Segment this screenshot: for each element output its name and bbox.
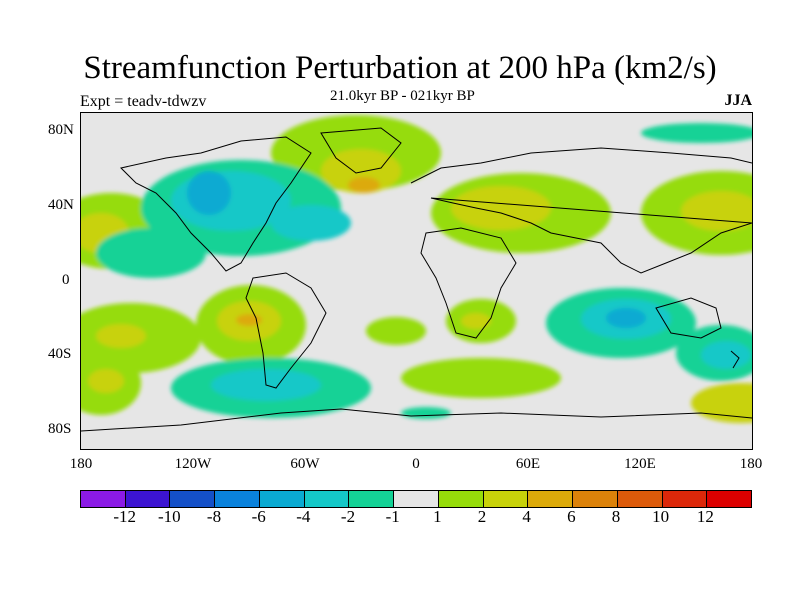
anomaly-east-pacific-s-inner — [88, 369, 124, 393]
legend-swatch — [438, 491, 484, 507]
coast-greenland — [320, 127, 402, 174]
lon-label-60w: 60W — [290, 456, 320, 472]
legend-swatch — [259, 491, 305, 507]
coast-antarctica — [81, 408, 752, 432]
legend-tick-label: 10 — [652, 507, 670, 526]
anomaly-tasman-inner — [701, 341, 751, 369]
color-legend — [80, 490, 752, 508]
anomaly-southern-ocean — [401, 358, 561, 398]
legend-swatch — [170, 491, 216, 507]
legend-swatch — [483, 491, 529, 507]
legend-swatch — [349, 491, 395, 507]
lon-label-180w: 180 — [69, 456, 93, 472]
map-canvas — [81, 115, 752, 432]
legend-tick-label: 12 — [696, 507, 714, 526]
map-panel — [80, 112, 753, 450]
lat-label-80n: 80N — [48, 122, 74, 138]
anomaly-w-atlantic — [271, 205, 351, 241]
legend-swatch — [573, 491, 618, 507]
legend-swatch — [394, 491, 439, 507]
lat-label-40n: 40N — [48, 197, 74, 213]
coast-north-america — [120, 136, 312, 272]
lon-label-180e: 180 — [739, 456, 763, 472]
legend-tick-label: -1 — [385, 507, 400, 526]
anomaly-s-atlantic-neg — [401, 407, 451, 419]
lon-label-60e: 60E — [515, 456, 541, 472]
lon-label-0: 0 — [412, 456, 420, 472]
lat-label-40s: 40S — [48, 346, 72, 362]
legend-tick-label: 8 — [611, 507, 621, 526]
legend-swatch — [125, 491, 171, 507]
legend-tick-label: 4 — [522, 507, 531, 526]
legend-tick-label: -2 — [340, 507, 356, 526]
legend-swatch — [662, 491, 708, 507]
legend-tick-label: -6 — [251, 507, 266, 526]
lat-label-eq: 0 — [62, 272, 70, 288]
legend-swatch — [617, 491, 663, 507]
anomaly-n-pacific — [96, 228, 206, 278]
legend-tick-label: 2 — [477, 507, 487, 526]
coast-south-america — [245, 272, 327, 389]
anomaly-s-atlantic — [366, 317, 426, 345]
plot-title: Streamfunction Perturbation at 200 hPa (… — [83, 50, 717, 86]
anomaly-north-atlantic-inner — [321, 149, 401, 193]
legend-swatch — [215, 491, 260, 507]
season-label: JJA — [724, 92, 752, 109]
legend-tick-label: -4 — [296, 507, 311, 526]
legend-swatch — [528, 491, 574, 507]
period-subtitle: 21.0kyr BP - 021kyr BP — [330, 88, 475, 104]
anomaly-indian-australia-core — [606, 308, 646, 328]
contour-layer — [81, 115, 752, 423]
lat-label-80s: 80S — [48, 421, 72, 437]
legend-tick-label: 6 — [567, 507, 576, 526]
coastlines — [81, 127, 752, 432]
legend-swatch — [81, 491, 126, 507]
legend-swatch — [707, 491, 752, 507]
anomaly-s-indian-inner — [461, 313, 491, 329]
legend-tick-label: -8 — [206, 507, 222, 526]
lon-label-120e: 120E — [624, 456, 656, 472]
anomaly-north-pole — [641, 123, 752, 143]
anomaly-south-pacific-e — [691, 383, 752, 423]
experiment-label: Expt = teadv-tdwzv — [80, 93, 207, 110]
legend-tick-label: -10 — [157, 507, 181, 526]
coast-eurasia — [410, 147, 752, 274]
legend-tick-label: -12 — [113, 507, 136, 526]
coast-new-zealand — [730, 350, 740, 369]
legend-tick-label: 1 — [433, 507, 442, 526]
anomaly-north-america-core — [187, 171, 231, 215]
anomaly-sw-pacific-inner — [96, 324, 146, 348]
anomaly-europe-inner — [451, 186, 551, 230]
anomaly-north-atlantic-core — [348, 177, 380, 193]
anomaly-s-america-core — [236, 314, 262, 326]
coast-australia — [655, 297, 722, 339]
anomaly-pacific-nw-inner — [681, 191, 752, 231]
coast-africa — [420, 227, 517, 339]
lon-label-120w: 120W — [174, 456, 212, 472]
legend-swatch — [304, 491, 350, 507]
